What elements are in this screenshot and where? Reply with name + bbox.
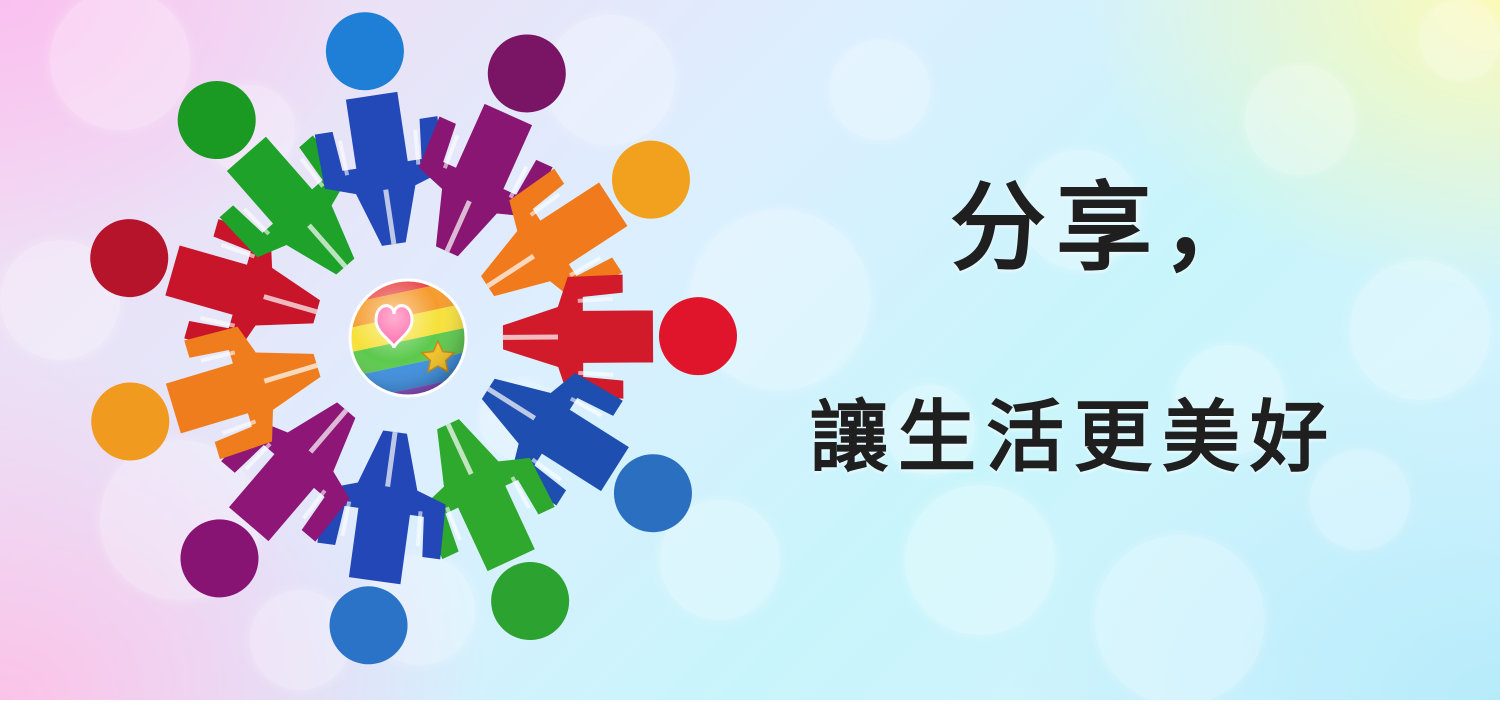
- headline: 分享， 讓生活更美好: [790, 150, 1480, 510]
- person-figure-icon: [418, 34, 566, 257]
- rainbow-ball-icon: [348, 278, 468, 398]
- person-figure-icon: [90, 219, 320, 352]
- person-head: [180, 519, 259, 598]
- bokeh-dot: [50, 0, 190, 130]
- person-figure-icon: [502, 274, 737, 399]
- bokeh-dot: [1310, 450, 1410, 550]
- bokeh-dot: [905, 485, 1055, 635]
- bokeh-dot: [1420, 0, 1500, 80]
- person-head: [613, 454, 692, 533]
- bokeh-dot: [1350, 260, 1490, 400]
- person-head: [90, 219, 169, 298]
- person-figure-icon: [481, 140, 690, 301]
- bokeh-dot: [1095, 535, 1265, 705]
- person-head: [177, 81, 256, 160]
- person-figure-icon: [420, 419, 570, 641]
- bokeh-dot: [885, 385, 975, 475]
- person-figure-icon: [314, 12, 444, 246]
- headline-line-1: 分享，: [950, 171, 1268, 284]
- person-head: [91, 382, 170, 461]
- person-figure-icon: [177, 81, 355, 275]
- person-head: [611, 140, 690, 219]
- bokeh-dot: [830, 40, 930, 140]
- headline-line-2: 讓生活更美好: [810, 392, 1339, 483]
- person-head: [329, 586, 408, 665]
- person-head: [658, 297, 737, 376]
- bokeh-dot: [1020, 150, 1140, 270]
- person-figure-icon: [317, 430, 446, 665]
- person-head: [325, 12, 404, 91]
- bokeh-dot: [545, 15, 675, 145]
- bokeh-dot: [1175, 345, 1285, 455]
- person-figure-icon: [91, 326, 321, 461]
- bokeh-dot: [1245, 65, 1355, 175]
- community-circle-logo: [90, 12, 737, 665]
- ball-shading: [348, 278, 468, 398]
- person-head: [491, 562, 570, 641]
- figures-ring: [90, 12, 737, 665]
- person-head: [487, 34, 566, 113]
